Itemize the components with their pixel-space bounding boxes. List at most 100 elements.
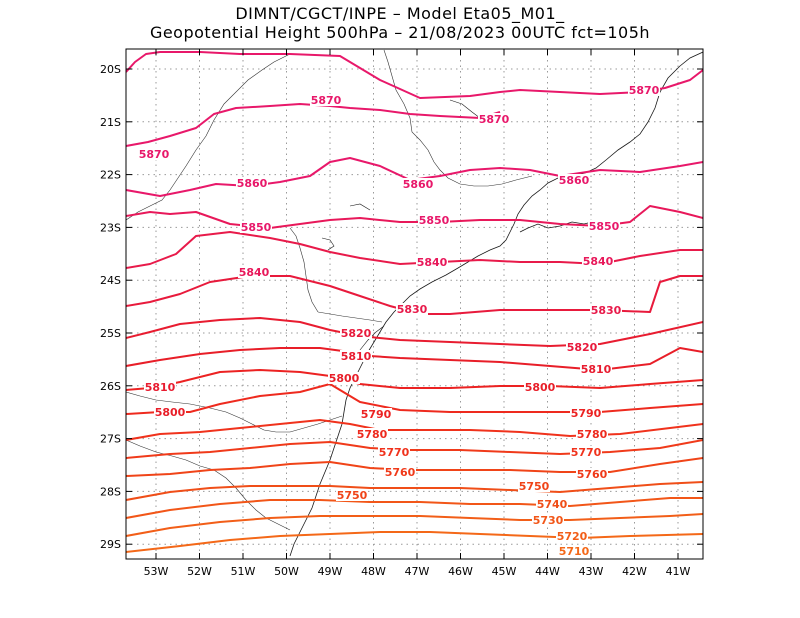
bay-outline: [519, 221, 593, 233]
contour-label-bg: [576, 468, 608, 480]
contour-label-bg: [384, 466, 416, 478]
lat-tick-label: 20S: [100, 63, 121, 76]
contour-label-bg: [582, 255, 614, 267]
lon-tick-label: 47W: [405, 565, 430, 578]
contour-5810: [126, 317, 703, 347]
contour-5800: [126, 347, 703, 371]
contour-5770: [126, 419, 703, 441]
lake-2: [349, 203, 371, 211]
contour-label-5830: 5830: [397, 303, 428, 316]
contour-label-bg: [416, 256, 448, 268]
lon-tick-label: 50W: [274, 565, 299, 578]
contour-label-5760: 5760: [385, 466, 416, 479]
lon-tick-label: 52W: [187, 565, 212, 578]
country-border: [126, 439, 291, 531]
contour-label-bg: [340, 327, 372, 339]
axis-ticks: 20S 21S 22S 23S 24S 25S 26S 27S 28S 29S 53W 52W 51W 5…: [100, 49, 703, 578]
contour-label-5870: 5870: [139, 148, 170, 161]
contour-5760: [126, 439, 703, 459]
contour-label-bg: [396, 303, 428, 315]
contour-label-5800: 5800: [155, 406, 186, 419]
lon-tick-label: 49W: [318, 565, 343, 578]
title-line-1: DIMNT/CGCT/INPE – Model Eta05_M01_: [235, 4, 565, 23]
contour-label-bg: [144, 381, 176, 393]
contour-label-bg: [378, 446, 410, 458]
lake-3: [321, 237, 335, 251]
contour-label-bg: [570, 446, 602, 458]
contour-label-bg: [566, 341, 598, 353]
contour-label-bg: [336, 489, 368, 501]
contour-5710: [126, 531, 703, 553]
contour-5740: [126, 481, 703, 501]
river-1: [403, 103, 533, 187]
contour-label-bg: [590, 304, 622, 316]
contour-label-bg: [478, 113, 510, 125]
contour-label-5850: 5850: [419, 214, 450, 227]
contour-label-5750: 5750: [337, 489, 368, 502]
plot-frame: [125, 48, 704, 560]
contour-label-5840: 5840: [417, 256, 448, 269]
contour-label-5760: 5760: [577, 468, 608, 481]
contour-5860: [126, 103, 501, 147]
contour-label-5740: 5740: [537, 498, 568, 511]
lat-tick-label: 27S: [100, 433, 121, 446]
contour-label-5710: 5710: [559, 545, 590, 558]
contour-label-bg: [570, 407, 602, 419]
lon-tick-label: 51W: [231, 565, 256, 578]
contour-label-bg: [556, 530, 588, 542]
contour-5870: [126, 51, 703, 99]
contour-label-5810: 5810: [145, 381, 176, 394]
contour-label-bg: [238, 266, 270, 278]
contour-label-bg: [340, 350, 372, 362]
contour-label-5800: 5800: [525, 381, 556, 394]
state-border-1: [126, 53, 291, 221]
contour-label-5860: 5860: [559, 174, 590, 187]
contour-label-bg: [328, 372, 360, 384]
contour-label-5860: 5860: [403, 178, 434, 191]
contour-label-bg: [310, 94, 342, 106]
contour-label-bg: [576, 428, 608, 440]
lon-tick-label: 46W: [448, 565, 473, 578]
lon-tick-label: 48W: [361, 565, 386, 578]
contour-label-5770: 5770: [379, 446, 410, 459]
lon-tick-label: 42W: [622, 565, 647, 578]
lon-tick-label: 41W: [666, 565, 691, 578]
contour-label-bg: [402, 178, 434, 190]
lon-tick-label: 43W: [579, 565, 604, 578]
contour-label-5840: 5840: [239, 266, 270, 279]
contour-label-5870: 5870: [629, 84, 660, 97]
state-border-4: [126, 391, 343, 433]
lon-tick-label: 45W: [492, 565, 517, 578]
contour-label-5800: 5800: [329, 372, 360, 385]
lat-tick-label: 25S: [100, 327, 121, 340]
contour-label-5840: 5840: [583, 255, 614, 268]
contour-label-bg: [532, 514, 564, 526]
lon-tick-label: 53W: [144, 565, 169, 578]
contour-labels: 5870 5870 5870 5870 5860 5860 5860 5850 5850 5850…: [138, 84, 660, 558]
contour-label-bg: [628, 84, 660, 96]
contour-label-5720: 5720: [557, 530, 588, 543]
contour-label-bg: [356, 428, 388, 440]
state-border-3: [317, 311, 383, 323]
contour-label-bg: [138, 148, 170, 160]
coastline: [289, 51, 703, 557]
lat-tick-label: 29S: [100, 538, 121, 551]
lat-tick-label: 24S: [100, 274, 121, 287]
contour-label-bg: [154, 406, 186, 418]
contour-label-5870: 5870: [311, 94, 342, 107]
contour-label-5810: 5810: [581, 363, 612, 376]
contour-label-5790: 5790: [361, 408, 392, 421]
contour-label-bg: [558, 545, 590, 557]
contour-label-5870: 5870: [479, 113, 510, 126]
contour-label-bg: [580, 363, 612, 375]
contour-5720: [126, 513, 703, 537]
lat-tick-label: 22S: [100, 169, 121, 182]
contour-5840: [126, 205, 703, 229]
contour-label-bg: [518, 480, 550, 492]
contour-label-5810: 5810: [341, 350, 372, 363]
contour-label-5790: 5790: [571, 407, 602, 420]
contour-label-bg: [524, 381, 556, 393]
title-line-2: Geopotential Height 500hPa – 21/08/2023 …: [149, 23, 651, 42]
lat-tick-label: 21S: [100, 116, 121, 129]
